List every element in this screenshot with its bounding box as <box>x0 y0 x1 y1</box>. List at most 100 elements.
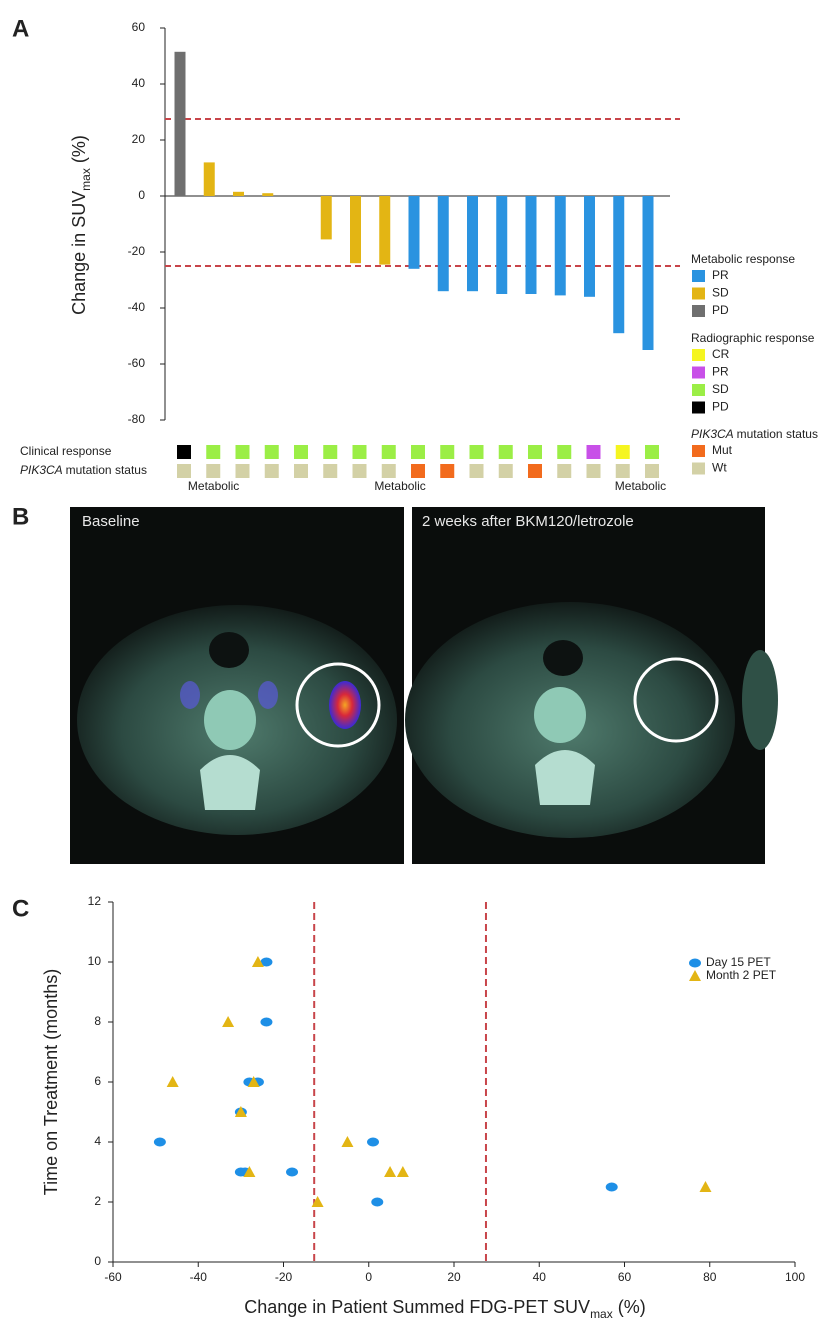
status-cell <box>645 445 659 459</box>
legend-marker <box>689 958 701 968</box>
bar <box>174 51 186 196</box>
status-cell <box>557 464 572 478</box>
status-cell <box>469 464 484 478</box>
circle-marker <box>367 1137 380 1147</box>
region-label: Metabolic <box>374 479 425 493</box>
image-caption: Baseline <box>82 513 140 530</box>
y-tick-label: 8 <box>94 1014 101 1028</box>
triangle-marker <box>251 956 264 967</box>
status-cell <box>352 464 367 478</box>
triangle-marker <box>311 1196 324 1207</box>
bar <box>408 196 420 269</box>
y-tick-label: 2 <box>94 1194 101 1208</box>
legend-label: PD <box>712 303 729 317</box>
bar <box>525 196 537 294</box>
status-cell <box>264 464 279 478</box>
legend-label: PR <box>712 365 729 379</box>
status-cell <box>645 464 659 478</box>
y-tick-label: 40 <box>132 76 146 90</box>
x-tick-label: -20 <box>275 1270 293 1284</box>
triangle-marker <box>699 1181 712 1192</box>
legend-label: Day 15 PET <box>706 955 771 969</box>
status-cell <box>528 464 542 478</box>
status-cell <box>235 464 250 478</box>
x-axis-title-part: (%) <box>618 1297 646 1317</box>
x-tick-label: 40 <box>533 1270 547 1284</box>
legend-title-part: PIK3CA <box>691 427 737 441</box>
row-label-part: mutation status <box>66 463 147 477</box>
row-label-part: PIK3CA <box>20 463 66 477</box>
legend-label: PR <box>712 268 729 282</box>
region-label: Metabolic <box>615 479 666 493</box>
x-tick-label: -60 <box>104 1270 122 1284</box>
y-tick-label: 0 <box>94 1254 101 1268</box>
legend-label: SD <box>712 382 729 396</box>
status-cell <box>469 445 484 459</box>
circle-marker <box>153 1137 166 1147</box>
image-caption: 2 weeks after BKM120/letrozole <box>422 513 634 530</box>
legend-label: Wt <box>712 461 727 475</box>
y-tick-label: 10 <box>88 954 102 968</box>
status-cell <box>498 445 513 459</box>
x-tick-label: 0 <box>365 1270 372 1284</box>
legend-label: Month 2 PET <box>706 968 777 982</box>
circle-marker <box>286 1167 299 1177</box>
triangle-marker <box>166 1076 179 1087</box>
x-tick-label: 80 <box>703 1270 717 1284</box>
triangle-marker <box>341 1136 354 1147</box>
legend-label: CR <box>712 347 730 361</box>
legend-label: SD <box>712 286 729 300</box>
legend-label: Mut <box>712 443 733 457</box>
legend-swatch <box>692 401 705 414</box>
status-cell <box>615 464 630 478</box>
bar <box>496 196 508 294</box>
bar <box>320 196 332 240</box>
status-cell <box>440 464 455 478</box>
row-label: Clinical response <box>20 444 112 458</box>
pet-image-baseline <box>70 507 404 864</box>
y-tick-label: 6 <box>94 1074 101 1088</box>
status-cell <box>498 464 513 478</box>
legend-title-part: Metabolic response <box>691 252 795 266</box>
triangle-marker <box>384 1166 397 1177</box>
y-axis-title-part: (%) <box>69 135 89 163</box>
status-cell <box>411 445 425 459</box>
status-cell <box>177 464 191 478</box>
y-tick-label: 12 <box>88 894 102 908</box>
y-tick-label: -80 <box>128 412 146 426</box>
bar <box>203 162 215 196</box>
status-cell <box>206 445 221 459</box>
x-axis-title: Change in Patient Summed FDG-PET SUVmax … <box>244 1297 646 1321</box>
legend-swatch <box>692 305 705 317</box>
x-tick-label: 20 <box>447 1270 461 1284</box>
legend-swatch <box>692 366 705 379</box>
legend-swatch <box>692 270 705 282</box>
bar <box>554 196 566 296</box>
legend-title: Radiographic response <box>691 331 815 345</box>
status-cell <box>615 445 630 459</box>
status-cell <box>381 464 396 478</box>
legend-swatch <box>692 462 705 475</box>
status-cell <box>294 464 308 478</box>
bar <box>233 191 244 196</box>
legend-swatch <box>692 349 705 361</box>
panel-letter: A <box>12 15 29 42</box>
triangle-marker <box>247 1076 260 1087</box>
x-axis-title-part: Change in Patient Summed FDG-PET SUV <box>244 1297 590 1317</box>
bar <box>350 196 361 264</box>
legend-label: PD <box>712 400 729 414</box>
y-axis-title: Time on Treatment (months) <box>41 969 61 1195</box>
bar <box>584 196 595 297</box>
legend-title: PIK3CA mutation status <box>691 427 818 441</box>
legend-swatch <box>692 445 705 457</box>
status-cell <box>586 445 601 459</box>
bar <box>437 196 449 292</box>
y-tick-label: 4 <box>94 1134 101 1148</box>
status-cell <box>586 464 601 478</box>
pet-image-followup <box>405 507 778 864</box>
row-label: PIK3CA mutation status <box>20 463 147 477</box>
status-cell <box>381 445 396 459</box>
triangle-marker <box>243 1166 256 1177</box>
status-cell <box>557 445 572 459</box>
